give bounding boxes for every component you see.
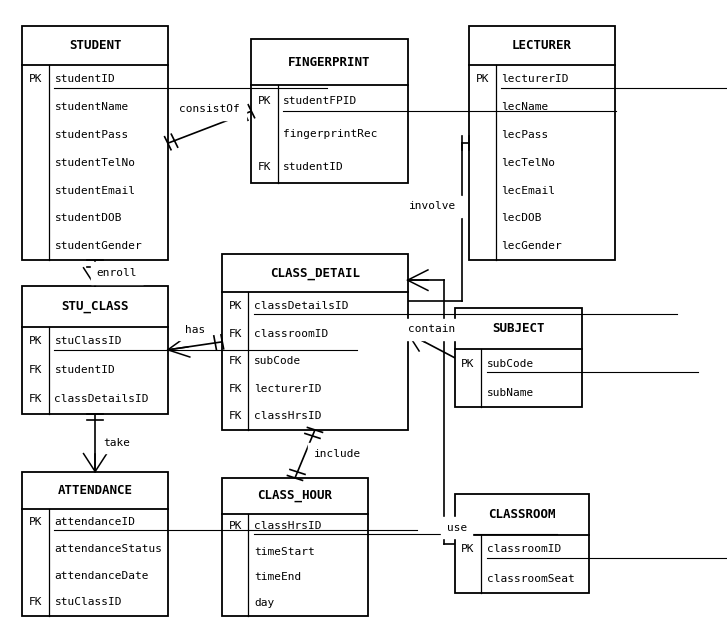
Text: studentID: studentID [55, 365, 115, 375]
Bar [455, 494, 589, 593]
Bar [455, 308, 582, 408]
Text: studentName: studentName [55, 102, 129, 112]
Text: LECTURER: LECTURER [512, 39, 572, 52]
Text: classHrsID: classHrsID [254, 521, 322, 532]
Text: studentDOB: studentDOB [55, 213, 122, 223]
Bar [222, 254, 408, 430]
Text: involve: involve [409, 201, 456, 211]
Bar [222, 478, 368, 616]
Text: FINGERPRINT: FINGERPRINT [288, 56, 371, 69]
Text: classroomID: classroomID [254, 329, 328, 338]
Text: FK: FK [229, 411, 242, 421]
Text: PK: PK [29, 336, 42, 346]
Text: FK: FK [229, 384, 242, 394]
Text: SUBJECT: SUBJECT [492, 322, 545, 335]
Bar [23, 26, 168, 260]
Text: PK: PK [229, 301, 242, 311]
Text: lecPass: lecPass [502, 130, 549, 140]
Text: timeEnd: timeEnd [254, 573, 301, 582]
Text: lecTelNo: lecTelNo [502, 158, 555, 168]
Text: stuClassID: stuClassID [55, 597, 122, 607]
Text: classDetailsID: classDetailsID [55, 394, 149, 404]
Text: classDetailsID: classDetailsID [254, 301, 349, 311]
Text: PK: PK [258, 96, 272, 107]
Text: PK: PK [29, 74, 42, 84]
Text: classroomSeat: classroomSeat [487, 574, 574, 584]
Text: studentTelNo: studentTelNo [55, 158, 135, 168]
Text: ATTENDANCE: ATTENDANCE [58, 483, 132, 497]
Text: studentPass: studentPass [55, 130, 129, 140]
Text: lecGender: lecGender [502, 241, 562, 251]
Bar [23, 471, 168, 616]
Text: studentGender: studentGender [55, 241, 142, 251]
Text: studentID: studentID [283, 162, 344, 172]
Text: CLASS_DETAIL: CLASS_DETAIL [270, 266, 360, 279]
Text: FK: FK [229, 329, 242, 338]
Text: consistOf: consistOf [179, 104, 240, 114]
Text: FK: FK [29, 394, 42, 404]
Text: timeStart: timeStart [254, 547, 315, 557]
Text: contain: contain [408, 324, 455, 334]
Text: take: take [103, 438, 130, 447]
Text: day: day [254, 598, 274, 608]
Text: attendanceStatus: attendanceStatus [55, 544, 162, 554]
Text: subCode: subCode [254, 356, 301, 366]
Text: PK: PK [475, 74, 489, 84]
Text: subName: subName [487, 388, 534, 398]
Text: stuClassID: stuClassID [55, 336, 122, 346]
Bar [251, 39, 408, 183]
Text: lecturerID: lecturerID [502, 74, 569, 84]
Text: fingerprintRec: fingerprintRec [283, 129, 378, 139]
Text: attendanceDate: attendanceDate [55, 571, 149, 580]
Text: CLASSROOM: CLASSROOM [488, 508, 555, 521]
Text: PK: PK [29, 517, 42, 527]
Text: studentID: studentID [55, 74, 115, 84]
Text: FK: FK [229, 356, 242, 366]
Text: studentEmail: studentEmail [55, 186, 135, 196]
Text: classHrsID: classHrsID [254, 411, 322, 421]
Text: lecDOB: lecDOB [502, 213, 542, 223]
Bar [23, 286, 168, 414]
Text: attendanceID: attendanceID [55, 517, 135, 527]
Text: subCode: subCode [487, 359, 534, 369]
Text: studentFPID: studentFPID [283, 96, 357, 107]
Text: has: has [185, 325, 205, 335]
Text: PK: PK [461, 359, 475, 369]
Text: lecName: lecName [502, 102, 549, 112]
Text: PK: PK [461, 544, 475, 555]
Text: enroll: enroll [97, 268, 137, 278]
Text: include: include [314, 449, 361, 459]
Text: CLASS_HOUR: CLASS_HOUR [258, 489, 333, 502]
Bar [470, 26, 614, 260]
Text: lecEmail: lecEmail [502, 186, 555, 196]
Text: FK: FK [29, 597, 42, 607]
Text: use: use [446, 523, 467, 533]
Text: STUDENT: STUDENT [69, 39, 122, 52]
Text: classroomID: classroomID [487, 544, 561, 555]
Text: STU_CLASS: STU_CLASS [61, 300, 129, 313]
Text: lecturerID: lecturerID [254, 384, 322, 394]
Text: FK: FK [258, 162, 272, 172]
Text: PK: PK [229, 521, 242, 532]
Text: FK: FK [29, 365, 42, 375]
